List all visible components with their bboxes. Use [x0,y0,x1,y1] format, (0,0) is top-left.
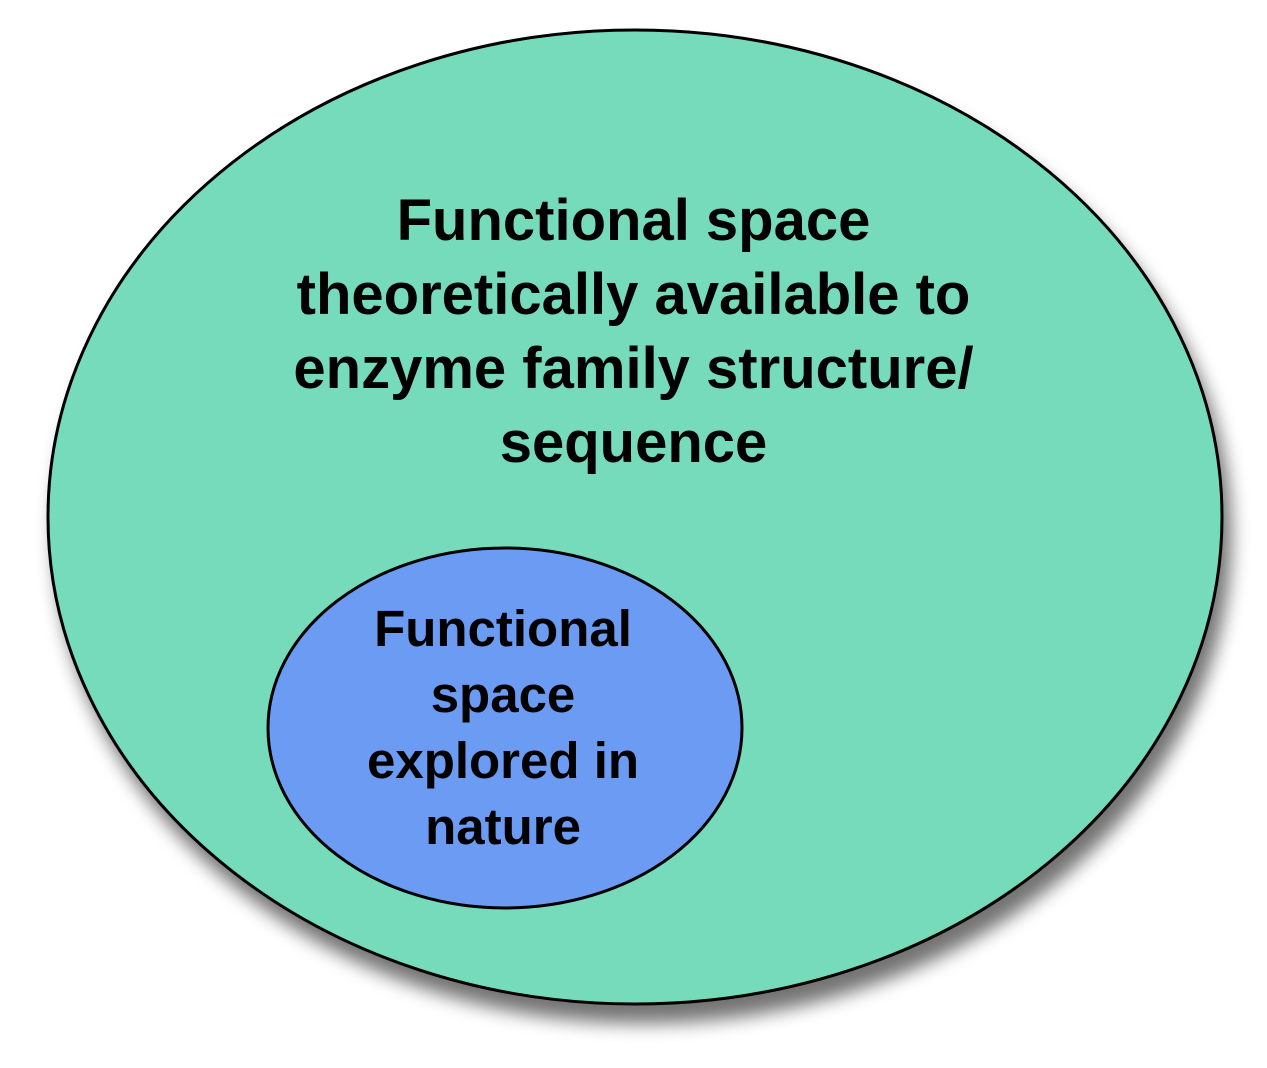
inner-label-line: explored in [366,732,640,789]
inner-ellipse [266,546,744,910]
inner-label-line: space [430,666,576,723]
inner-label-line: nature [425,798,581,855]
outer-label-line: sequence [499,410,768,475]
inner-label-line: Functional [374,600,632,657]
outer-region-label: Functional space theoretically available… [200,184,1067,480]
inner-region-label: Functional space explored in nature [303,596,703,860]
outer-label-line: Functional space [396,188,871,253]
outer-label-line: enzyme family structure/ [293,336,974,401]
outer-label-line: theoretically available to [296,262,971,327]
